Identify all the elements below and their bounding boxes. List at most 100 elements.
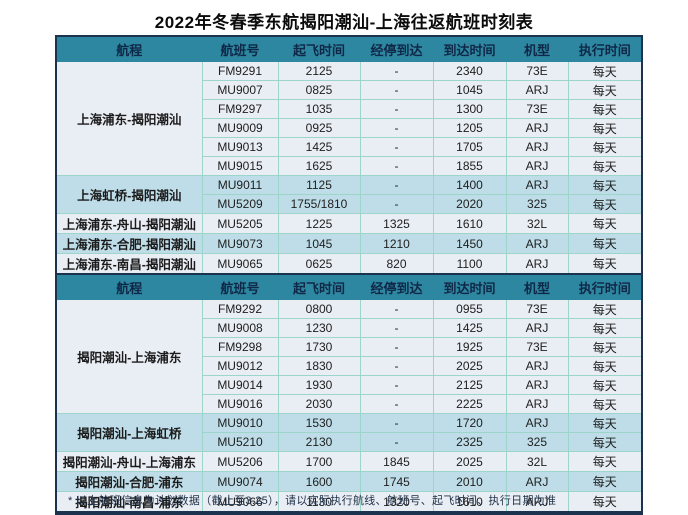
arrival-time-cell: 0955 [432,299,507,319]
stopover-arrival-cell: - [359,337,434,357]
flight-schedule-table: 航程 航班号 起飞时间 经停到达 到达时间 机型 执行时间 上海浦东-揭阳潮汕 FM9291 21… [55,35,643,515]
aircraft-type-cell: ARJ [505,394,569,414]
flight-number-cell: MU9065 [201,253,279,275]
departure-time-cell: 1700 [277,451,361,472]
column-header: 航程 [55,273,203,300]
departure-time-cell: 1125 [277,175,361,195]
arrival-time-cell: 1720 [432,413,507,433]
arrival-time-cell: 1855 [432,156,507,176]
aircraft-type-cell: ARJ [505,118,569,138]
flight-number-cell: MU5210 [201,432,279,452]
arrival-time-cell: 2025 [432,356,507,376]
departure-time-cell: 0800 [277,299,361,319]
aircraft-type-cell: ARJ [505,253,569,275]
frequency-cell: 每天 [567,394,643,414]
aircraft-type-cell: 325 [505,432,569,452]
route-cell: 揭阳潮汕-舟山-上海浦东 [55,451,203,472]
flight-row: 揭阳潮汕-舟山-上海浦东 MU5206 1700 1845 2025 32L 每天 [55,451,643,472]
frequency-cell: 每天 [567,194,643,214]
flight-row: 上海浦东-南昌-揭阳潮汕 MU9065 0625 820 1100 ARJ 每天 [55,253,643,275]
stopover-arrival-cell: 1210 [359,233,434,254]
stopover-arrival-cell: 1745 [359,471,434,492]
flight-number-cell: FM9291 [201,61,279,81]
frequency-cell: 每天 [567,432,643,452]
frequency-cell: 每天 [567,137,643,157]
stopover-arrival-cell: - [359,356,434,376]
flight-number-cell: FM9292 [201,299,279,319]
arrival-time-cell: 2020 [432,194,507,214]
stopover-arrival-cell: - [359,137,434,157]
stopover-arrival-cell: - [359,194,434,214]
aircraft-type-cell: ARJ [505,175,569,195]
flight-number-cell: MU9016 [201,394,279,414]
departure-time-cell: 1755/1810 [277,194,361,214]
column-header: 航班号 [201,273,279,300]
header-row: 航程 航班号 起飞时间 经停到达 到达时间 机型 执行时间 [55,35,643,62]
stopover-arrival-cell: - [359,394,434,414]
departure-time-cell: 0625 [277,253,361,275]
aircraft-type-cell: ARJ [505,233,569,254]
flight-number-cell: MU9010 [201,413,279,433]
route-cell: 上海虹桥-揭阳潮汕 [55,175,203,214]
flight-row: MU9009 0925-1205 ARJ 每天 [56,118,643,138]
flight-number-cell: MU9009 [201,118,279,138]
stopover-arrival-cell: - [359,156,434,176]
departure-time-cell: 2130 [277,432,361,452]
stopover-arrival-cell: 820 [359,253,434,275]
column-header: 经停到达 [359,273,434,300]
arrival-time-cell: 2225 [432,394,507,414]
flight-number-cell: MU9074 [201,471,279,492]
departure-time-cell: 1930 [277,375,361,395]
frequency-cell: 每天 [567,451,643,472]
flight-number-cell: MU9013 [201,137,279,157]
route-cell: 上海浦东-南昌-揭阳潮汕 [55,253,203,275]
arrival-time-cell: 1425 [432,318,507,338]
departure-time-cell: 2125 [277,61,361,81]
departure-time-cell: 0825 [277,80,361,100]
flight-number-cell: MU5209 [201,194,279,214]
route-cell: 上海浦东-合肥-揭阳潮汕 [55,233,203,254]
stopover-arrival-cell: - [359,118,434,138]
departure-time-cell: 0925 [277,118,361,138]
stopover-arrival-cell: - [359,80,434,100]
column-header: 航程 [55,35,203,62]
frequency-cell: 每天 [567,61,643,81]
flight-number-cell: FM9297 [201,99,279,119]
frequency-cell: 每天 [567,491,643,514]
aircraft-type-cell: ARJ [505,413,569,433]
aircraft-type-cell: 73E [505,61,569,81]
flight-number-cell: MU9015 [201,156,279,176]
arrival-time-cell: 2340 [432,61,507,81]
stopover-arrival-cell: - [359,299,434,319]
arrival-time-cell: 2025 [432,451,507,472]
stopover-arrival-cell: - [359,175,434,195]
aircraft-type-cell: 73E [505,299,569,319]
flight-row: 揭阳潮汕-上海虹桥 MU9010 1530-1720 ARJ 每天 [55,413,643,452]
column-header: 起飞时间 [277,35,361,62]
arrival-time-cell: 1300 [432,99,507,119]
frequency-cell: 每天 [567,253,643,275]
flight-row: 揭阳潮汕-南昌-浦东 MU9066 1130 1320 1610 ARJ 每天 [55,491,643,514]
arrival-time-cell: 1100 [432,253,507,275]
column-header: 航班号 [201,35,279,62]
flight-number-cell: MU5206 [201,451,279,472]
frequency-cell: 每天 [567,233,643,254]
frequency-cell: 每天 [567,80,643,100]
flight-row: 上海浦东-合肥-揭阳潮汕 MU9073 1045 1210 1450 ARJ 每天 [55,233,643,254]
flight-row: 揭阳潮汕-上海浦东 FM9292 0800-0955 73E 每天 [55,299,643,414]
flight-number-cell: MU9066 [201,491,279,514]
departure-time-cell: 1530 [277,413,361,433]
aircraft-type-cell: 73E [505,337,569,357]
flight-number-cell: MU9012 [201,356,279,376]
departure-time-cell: 1045 [277,233,361,254]
departure-time-cell: 1730 [277,337,361,357]
flight-row: 上海虹桥-揭阳潮汕 MU9011 1125-1400 ARJ 每天 [55,175,643,214]
schedule-body: 航程 航班号 起飞时间 经停到达 到达时间 机型 执行时间 上海浦东-揭阳潮汕 FM9291 21… [55,35,643,514]
arrival-time-cell: 1925 [432,337,507,357]
frequency-cell: 每天 [567,318,643,338]
departure-time-cell: 2030 [277,394,361,414]
arrival-time-cell: 1205 [432,118,507,138]
frequency-cell: 每天 [567,99,643,119]
flight-number-cell: MU9008 [201,318,279,338]
arrival-time-cell: 2010 [432,471,507,492]
